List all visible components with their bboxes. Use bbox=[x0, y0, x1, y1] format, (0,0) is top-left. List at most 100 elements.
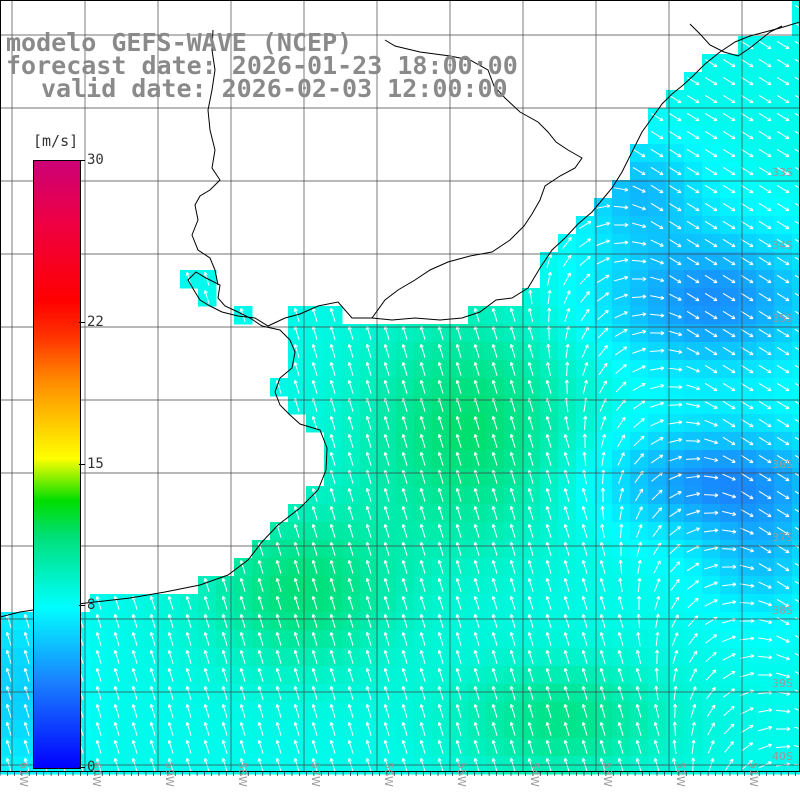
wind-arrow bbox=[455, 595, 462, 610]
wind-arrow bbox=[527, 541, 534, 556]
wind-arrow bbox=[758, 112, 772, 122]
wind-arrow bbox=[634, 453, 645, 465]
wind-arrow bbox=[632, 329, 647, 336]
wind-cell bbox=[792, 504, 800, 523]
wind-arrow bbox=[293, 541, 300, 556]
wind-arrow bbox=[776, 58, 790, 68]
wind-arrow bbox=[704, 346, 718, 356]
wind-arrow bbox=[740, 436, 754, 446]
wind-arrow bbox=[740, 364, 754, 374]
wind-arrow bbox=[365, 613, 372, 628]
wind-arrow bbox=[473, 361, 480, 376]
wind-arrow bbox=[740, 58, 754, 68]
wind-arrow bbox=[564, 415, 569, 430]
wind-arrow bbox=[668, 148, 682, 158]
lat-label: 33S bbox=[772, 166, 793, 179]
wind-arrow bbox=[167, 595, 174, 610]
wind-arrow bbox=[203, 595, 210, 610]
wind-arrow bbox=[704, 166, 718, 176]
wind-arrow bbox=[758, 346, 772, 356]
wind-arrow bbox=[650, 239, 664, 247]
wind-arrow bbox=[776, 418, 790, 428]
wind-arrow bbox=[564, 307, 571, 322]
wind-arrow bbox=[776, 617, 790, 626]
wind-arrow bbox=[704, 456, 719, 462]
wind-arrow bbox=[600, 433, 607, 448]
wind-arrow bbox=[704, 382, 718, 392]
wind-arrow bbox=[794, 382, 800, 387]
lon-label: 55W bbox=[455, 762, 468, 787]
wind-arrow bbox=[776, 148, 790, 158]
wind-cell bbox=[792, 108, 800, 127]
wind-arrow bbox=[401, 361, 408, 376]
wind-arrow bbox=[596, 204, 611, 209]
wind-arrow bbox=[527, 343, 534, 358]
wind-arrow bbox=[794, 256, 800, 261]
wind-arrow bbox=[311, 577, 318, 592]
wind-arrow bbox=[527, 505, 534, 520]
wind-arrow bbox=[776, 274, 790, 284]
wind-arrow bbox=[599, 541, 606, 556]
wind-cell bbox=[792, 414, 800, 433]
lon-label: 51W bbox=[747, 762, 760, 787]
wind-arrow bbox=[365, 379, 372, 394]
wind-arrow bbox=[491, 307, 498, 322]
wind-cell bbox=[792, 234, 800, 253]
wind-arrow bbox=[455, 433, 462, 448]
wind-arrow bbox=[582, 379, 589, 394]
wind-arrow bbox=[509, 595, 516, 610]
wind-arrow bbox=[704, 401, 718, 409]
wind-arrow bbox=[668, 455, 683, 462]
wind-arrow bbox=[473, 415, 480, 430]
wind-arrow bbox=[794, 346, 800, 351]
wind-arrow bbox=[401, 451, 408, 466]
wind-arrow bbox=[583, 415, 588, 431]
wind-arrow bbox=[758, 256, 772, 266]
wind-arrow bbox=[704, 599, 718, 607]
wind-arrow bbox=[527, 307, 534, 322]
wind-arrow bbox=[596, 274, 610, 284]
wind-cell bbox=[792, 288, 800, 307]
wind-arrow bbox=[740, 418, 754, 428]
wind-arrow bbox=[776, 472, 790, 482]
wind-arrow bbox=[599, 613, 606, 628]
wind-arrow bbox=[509, 361, 516, 376]
lat-label: 38S bbox=[772, 604, 793, 617]
wind-cell bbox=[792, 72, 800, 91]
colorbar-unit: [m/s] bbox=[33, 132, 79, 150]
wind-arrow bbox=[615, 381, 627, 393]
wind-arrow bbox=[329, 613, 336, 628]
wind-arrow bbox=[613, 222, 629, 228]
wind-arrow bbox=[563, 290, 571, 304]
wind-arrow bbox=[686, 292, 700, 302]
wind-arrow bbox=[545, 433, 552, 448]
wind-arrow bbox=[758, 76, 772, 86]
wind-arrow bbox=[776, 76, 790, 86]
wind-arrow bbox=[419, 577, 426, 592]
wind-arrow bbox=[704, 238, 718, 248]
wind-arrow bbox=[776, 202, 790, 212]
wind-arrow bbox=[401, 541, 408, 556]
wind-arrow bbox=[383, 613, 390, 628]
wind-arrow bbox=[650, 166, 664, 176]
wind-arrow bbox=[704, 184, 718, 194]
wind-arrow bbox=[740, 546, 754, 553]
wind-arrow bbox=[491, 505, 498, 520]
wind-arrow bbox=[473, 307, 480, 322]
wind-arrow bbox=[563, 613, 570, 628]
wind-arrow bbox=[473, 379, 480, 394]
wind-arrow bbox=[740, 256, 754, 266]
wind-arrow bbox=[437, 343, 444, 358]
wind-arrow bbox=[239, 577, 246, 592]
wind-arrow bbox=[545, 613, 552, 628]
wind-arrow bbox=[704, 546, 719, 551]
lat-label: 36S bbox=[772, 458, 793, 471]
wind-arrow bbox=[401, 613, 408, 628]
wind-cell bbox=[792, 306, 800, 325]
wind-cell bbox=[792, 432, 800, 451]
wind-arrow bbox=[473, 433, 480, 448]
wind-arrow bbox=[614, 346, 628, 356]
wind-arrow bbox=[776, 292, 790, 302]
wind-arrow bbox=[685, 474, 701, 479]
wind-arrow bbox=[455, 541, 462, 556]
